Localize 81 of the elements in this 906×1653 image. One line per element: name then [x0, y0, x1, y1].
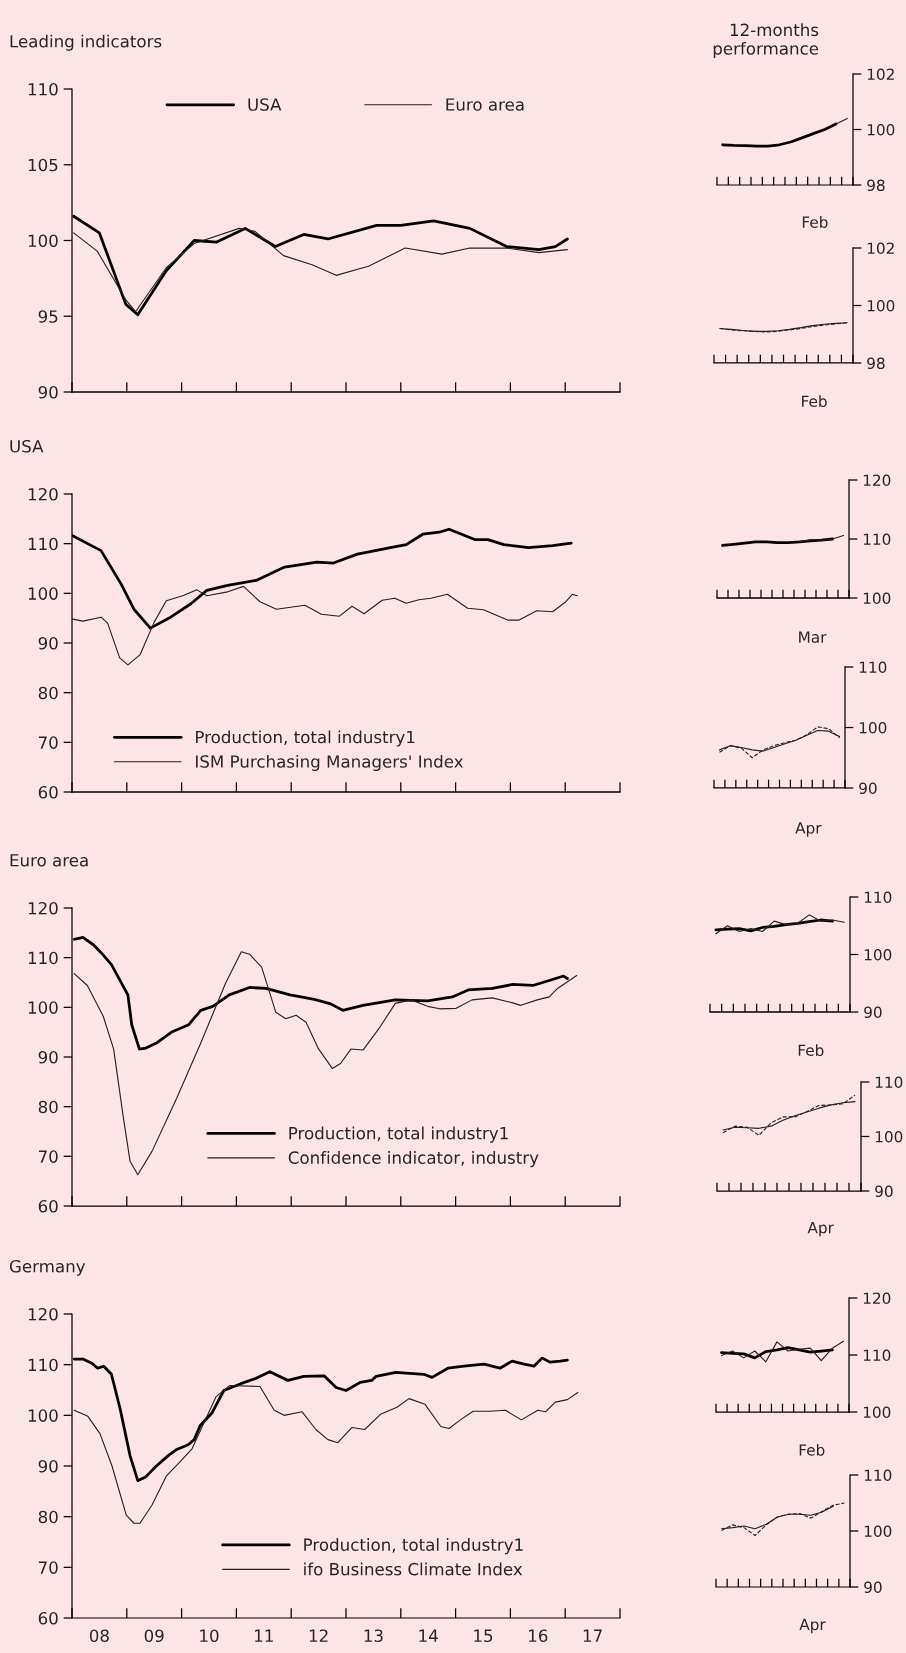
x-tick-label: 14: [419, 1629, 438, 1642]
y-tick-label: 70: [38, 1561, 58, 1574]
y-tick-label: 90: [38, 1459, 58, 1473]
x-axis-title: Apr: [799, 1618, 826, 1634]
y-tick-label: 90: [859, 782, 877, 795]
y-tick-label: 120: [28, 1307, 58, 1321]
y-tick-label: 120: [863, 1292, 891, 1305]
x-axis-title: Feb: [802, 395, 827, 408]
y-tick-label: 100: [867, 123, 895, 136]
y-tick-label: 80: [38, 686, 58, 700]
y-tick-label: 100: [864, 948, 892, 961]
y-tick-label: 60: [38, 1611, 58, 1625]
y-tick-label: 70: [38, 1150, 58, 1163]
y-tick-label: 110: [28, 951, 58, 965]
y-tick-label: 70: [38, 736, 58, 749]
y-tick-label: 105: [28, 158, 58, 172]
legend-label: Confidence indicator, industry: [288, 1151, 539, 1168]
x-tick-label: 11: [255, 1629, 273, 1642]
legend-label: USA: [248, 98, 282, 111]
y-tick-label: 110: [28, 82, 58, 96]
y-tick-label: 98: [867, 357, 885, 370]
y-tick-label: 110: [28, 1358, 58, 1372]
chart-title: Leading indicators: [10, 34, 162, 51]
x-tick-label: 16: [529, 1629, 548, 1643]
x-axis-title: Feb: [799, 1443, 825, 1456]
legend-label: ifo Business Climate Index: [304, 1562, 523, 1576]
y-tick-label: 102: [867, 68, 894, 81]
y-tick-label: 102: [867, 242, 894, 255]
y-tick-label: 90: [864, 1006, 882, 1019]
y-tick-label: 90: [875, 1185, 893, 1198]
y-tick-label: 110: [863, 533, 891, 546]
x-tick-label: 09: [144, 1629, 164, 1643]
y-tick-label: 90: [38, 1050, 58, 1064]
y-tick-label: 100: [863, 1406, 891, 1419]
x-tick-label: 17: [583, 1629, 602, 1642]
legend-label: Production, total industry1: [304, 1538, 523, 1555]
x-axis-title: Mar: [799, 631, 827, 643]
y-tick-label: 120: [28, 901, 58, 915]
y-tick-label: 110: [859, 661, 887, 674]
x-axis-title: Feb: [802, 216, 828, 228]
legend-label: Production, total industry1: [196, 730, 415, 747]
chart-title: Euro area: [10, 854, 88, 867]
y-tick-label: 110: [863, 1349, 891, 1362]
y-tick-label: 90: [38, 385, 58, 399]
y-tick-label: 110: [864, 1469, 892, 1482]
y-tick-label: 100: [859, 721, 887, 734]
chart-title: Germany: [9, 1259, 86, 1276]
y-tick-label: 100: [28, 1409, 58, 1422]
y-tick-label: 90: [38, 636, 58, 650]
y-tick-label: 100: [28, 1001, 58, 1014]
y-tick-label: 80: [38, 1100, 58, 1114]
legend-label: Production, total industry1: [289, 1126, 508, 1143]
x-axis-title: Feb: [798, 1044, 824, 1057]
y-tick-label: 110: [28, 537, 58, 551]
x-tick-label: 13: [364, 1629, 383, 1643]
y-tick-label: 100: [28, 587, 58, 600]
chart-title: 12-months performance: [713, 23, 819, 59]
x-axis-title: Apr: [795, 822, 822, 837]
chart-title: USA: [10, 439, 44, 453]
y-tick-label: 120: [28, 487, 58, 501]
x-tick-label: 12: [309, 1629, 328, 1642]
x-tick-label: 15: [474, 1629, 493, 1643]
x-axis-title: Apr: [807, 1221, 834, 1237]
y-tick-label: 98: [867, 179, 885, 192]
y-tick-label: 90: [864, 1581, 882, 1594]
y-tick-label: 95: [38, 310, 58, 323]
legend-label: ISM Purchasing Managers' Index: [196, 754, 464, 772]
y-tick-label: 110: [864, 891, 892, 904]
y-tick-label: 100: [864, 1525, 892, 1538]
y-tick-label: 60: [38, 1199, 58, 1213]
y-tick-label: 110: [875, 1076, 903, 1089]
y-tick-label: 60: [38, 785, 58, 799]
x-tick-label: 10: [200, 1629, 219, 1643]
y-tick-label: 120: [863, 474, 891, 487]
y-tick-label: 100: [867, 299, 895, 312]
y-tick-label: 100: [28, 234, 58, 248]
legend-label: Euro area: [446, 98, 524, 111]
y-tick-label: 100: [863, 592, 891, 605]
x-tick-label: 08: [89, 1629, 109, 1643]
y-tick-label: 80: [38, 1510, 58, 1524]
y-tick-label: 100: [875, 1130, 903, 1143]
